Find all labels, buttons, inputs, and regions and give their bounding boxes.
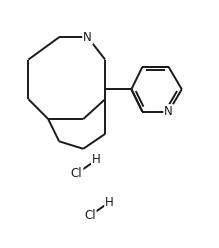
Text: H: H: [92, 154, 101, 166]
Text: Cl: Cl: [71, 167, 83, 180]
Text: N: N: [83, 31, 92, 44]
Text: H: H: [105, 196, 114, 209]
Text: N: N: [164, 105, 173, 118]
Text: Cl: Cl: [84, 209, 96, 222]
